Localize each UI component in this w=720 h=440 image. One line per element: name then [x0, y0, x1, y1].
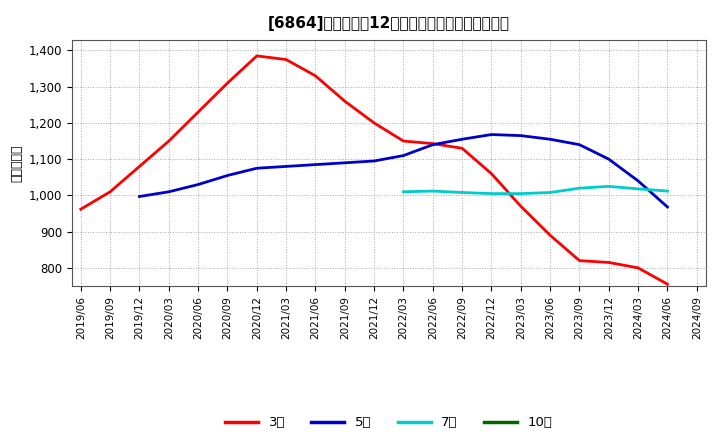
5年 [546, 136, 554, 142]
5年 [253, 165, 261, 171]
3年 [311, 73, 320, 78]
5年 [458, 136, 467, 142]
7年 [487, 191, 496, 196]
5年 [311, 162, 320, 167]
7年 [458, 190, 467, 195]
3年 [282, 57, 290, 62]
Title: [6864]　経常利益12か月移動合計の平均値の推移: [6864] 経常利益12か月移動合計の平均値の推移 [268, 16, 510, 32]
3年 [605, 260, 613, 265]
3年 [546, 233, 554, 238]
3年 [76, 206, 85, 212]
Line: 3年: 3年 [81, 56, 667, 284]
3年 [487, 171, 496, 176]
5年 [164, 189, 173, 194]
Line: 5年: 5年 [140, 135, 667, 207]
7年 [516, 191, 525, 196]
5年 [605, 157, 613, 162]
3年 [634, 265, 642, 271]
5年 [575, 142, 584, 147]
7年 [663, 188, 672, 194]
7年 [605, 184, 613, 189]
3年 [516, 204, 525, 209]
7年 [428, 188, 437, 194]
3年 [253, 53, 261, 59]
3年 [399, 139, 408, 144]
5年 [194, 182, 202, 187]
7年 [634, 186, 642, 191]
5年 [282, 164, 290, 169]
3年 [458, 146, 467, 151]
5年 [370, 158, 379, 164]
Line: 7年: 7年 [403, 187, 667, 194]
3年 [194, 110, 202, 115]
5年 [487, 132, 496, 137]
Y-axis label: （百万円）: （百万円） [10, 144, 23, 182]
7年 [399, 189, 408, 194]
3年 [428, 141, 437, 146]
3年 [575, 258, 584, 263]
5年 [223, 173, 232, 178]
5年 [663, 204, 672, 209]
7年 [546, 190, 554, 195]
3年 [164, 139, 173, 144]
5年 [135, 194, 144, 199]
Legend: 3年, 5年, 7年, 10年: 3年, 5年, 7年, 10年 [220, 411, 558, 434]
3年 [223, 81, 232, 86]
7年 [575, 186, 584, 191]
3年 [106, 189, 114, 194]
5年 [634, 178, 642, 183]
5年 [341, 160, 349, 165]
3年 [341, 99, 349, 104]
5年 [516, 133, 525, 138]
3年 [135, 164, 144, 169]
3年 [370, 120, 379, 125]
5年 [428, 142, 437, 147]
5年 [399, 153, 408, 158]
3年 [663, 282, 672, 287]
